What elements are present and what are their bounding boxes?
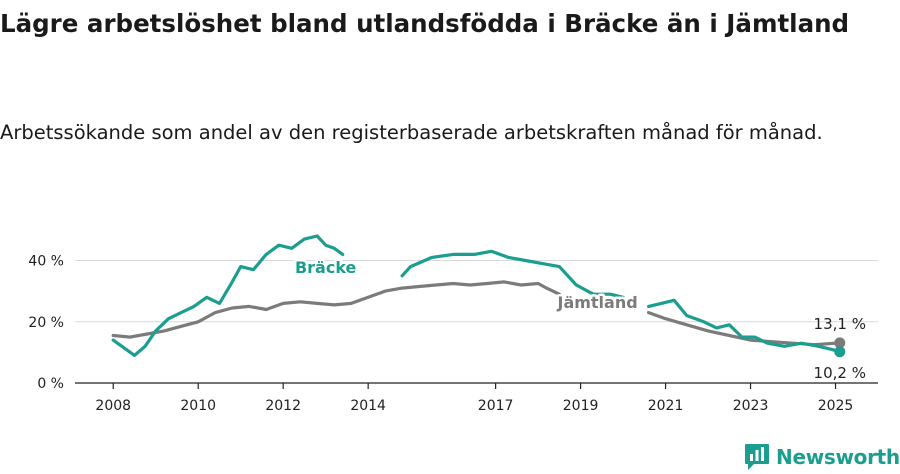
y-gridlines xyxy=(75,260,878,323)
series-label-halo: Jämtland xyxy=(556,293,637,312)
series-lines xyxy=(111,234,846,358)
y-tick-label: 0 % xyxy=(37,376,64,392)
x-tick-label: 2012 xyxy=(265,398,301,414)
x-axis: 2008 2010 2012 2014 2017 2019 2021 2023 2025 xyxy=(75,382,878,414)
end-point-bräcke xyxy=(834,346,846,358)
chart-subtitle: Arbetssökande som andel av den registerb… xyxy=(0,121,823,144)
brand-name: Newsworthy xyxy=(776,445,900,469)
x-tick-label: 2025 xyxy=(818,398,854,414)
chart-title: Lägre arbetslöshet bland utlandsfödda i … xyxy=(0,9,850,38)
series-label-jämtland: Jämtland xyxy=(556,293,637,312)
x-tick-label: 2008 xyxy=(95,398,131,414)
x-tick-label: 2014 xyxy=(350,398,386,414)
series-line-jämtland xyxy=(111,280,842,347)
x-tick-label: 2019 xyxy=(563,398,599,414)
newsworthy-logo-icon xyxy=(745,444,769,470)
series-line-bräcke xyxy=(111,234,842,357)
x-tick-label: 2023 xyxy=(733,398,769,414)
newsworthy-logo[interactable]: Newsworthy xyxy=(744,442,900,472)
x-tick-label: 2021 xyxy=(648,398,684,414)
end-point-jämtland xyxy=(834,337,846,349)
x-tick-label: 2010 xyxy=(180,398,216,414)
end-value-label-bräcke: 10,2 % xyxy=(814,364,866,382)
end-value-label-jämtland: 13,1 % xyxy=(814,315,866,333)
series-label-bräcke: Bräcke xyxy=(295,258,357,277)
x-tick-label: 2017 xyxy=(478,398,514,414)
y-tick-label: 20 % xyxy=(28,315,64,331)
series-label-halo: Bräcke xyxy=(295,258,357,277)
y-tick-labels: 0 % 20 % 40 % xyxy=(28,254,64,393)
y-tick-label: 40 % xyxy=(28,254,64,270)
